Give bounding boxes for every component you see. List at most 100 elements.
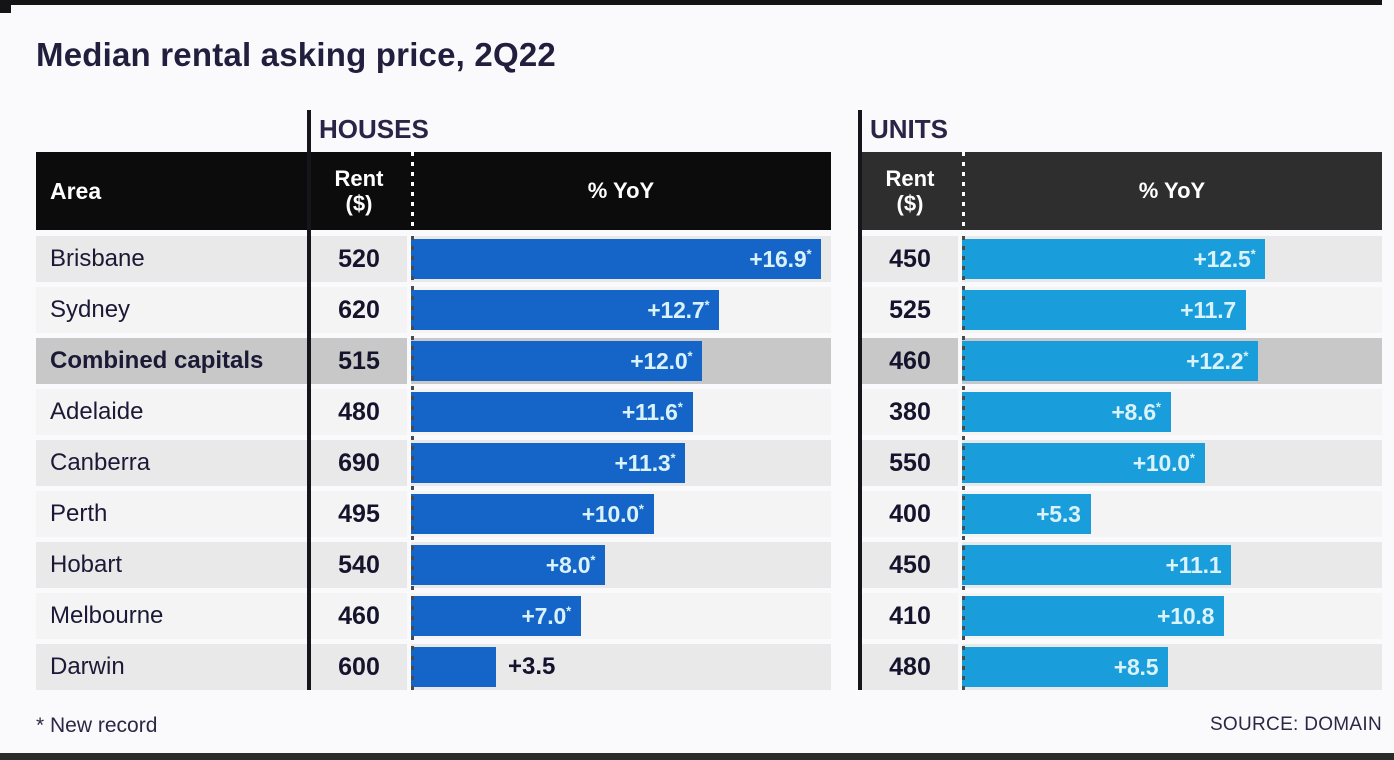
houses-rent-value: 620 [311,287,407,333]
table-row: Sydney 620 +12.7* 525 +11.7 [36,287,1382,333]
yoy-cell: +12.7* [411,287,831,333]
area-cell: Darwin [36,644,307,690]
yoy-bar: +11.1 [962,545,1232,585]
houses-rent-value: 515 [311,338,407,384]
units-rent-value: 480 [862,644,958,690]
bar-value-label: +8.0* [545,551,596,578]
yoy-bar: +12.5* [962,239,1266,279]
yoy-cell: +8.0* [411,542,831,588]
yoy-cell: +8.5 [962,644,1382,690]
bar-value-label: +12.7* [647,296,710,323]
table-header-row: Area Rent ($) % YoY Rent ($) % YoY [36,152,1382,230]
bar-value-label: +12.0* [630,347,693,374]
bar-value-label: +7.0* [521,602,571,629]
top-left-corner-mark [0,0,11,13]
yoy-cell: +12.5* [962,236,1382,282]
yoy-cell: +3.5 [411,644,831,690]
chart-title: Median rental asking price, 2Q22 [36,36,556,73]
area-cell: Hobart [36,542,307,588]
units-rent-value: 400 [862,491,958,537]
table-row: Perth 495 +10.0* 400 +5.3 [36,491,1382,537]
table-row: Hobart 540 +8.0* 450 +11.1 [36,542,1382,588]
area-cell: Perth [36,491,307,537]
area-cell: Brisbane [36,236,307,282]
bar-value-label: +8.5 [1113,653,1159,680]
yoy-cell: +10.0* [962,440,1382,486]
yoy-bar: +12.2* [962,341,1259,381]
top-edge-strip [0,0,1382,5]
new-record-footnote: * New record [36,714,158,737]
yoy-cell: +11.1 [962,542,1382,588]
houses-rent-value: 540 [311,542,407,588]
units-rent-value: 460 [862,338,958,384]
houses-rent-value: 690 [311,440,407,486]
houses-rent-value: 495 [311,491,407,537]
units-rent-value: 450 [862,542,958,588]
bar-value-label: +3.5 [507,653,556,680]
area-cell: Sydney [36,287,307,333]
yoy-bar: +12.7* [411,290,720,330]
bar-value-label: +11.7 [1180,296,1237,323]
units-rent-value: 550 [862,440,958,486]
section-gap [831,644,858,690]
houses-rent-value: 480 [311,389,407,435]
bar-value-label: +16.9* [749,245,812,272]
bar-value-label: +10.0* [581,500,644,527]
chart-footer: * New record SOURCE: DOMAIN [36,714,1382,738]
bar-value-label: +12.5* [1193,245,1256,272]
units-body-dotted-rule [962,236,965,690]
section-gap [831,338,858,384]
yoy-bar: +5.3 [962,494,1091,534]
yoy-bar: +8.5 [962,647,1169,687]
table-row: Brisbane 520 +16.9* 450 +12.5* [36,236,1382,282]
yoy-bar: +11.6* [411,392,693,432]
yoy-cell: +8.6* [962,389,1382,435]
yoy-bar: +10.8 [962,596,1225,636]
bar-value-label: +12.2* [1186,347,1249,374]
rental-table: HOUSES UNITS Area Rent ($) % YoY Rent ($… [36,110,1382,690]
yoy-bar: +10.0* [411,494,654,534]
houses-rent-value: 460 [311,593,407,639]
table-body: Brisbane 520 +16.9* 450 +12.5* Sydney 620 +12.7… [36,236,1382,690]
yoy-cell: +16.9* [411,236,831,282]
houses-rent-header: Rent ($) [311,152,407,230]
area-cell: Combined capitals [36,338,307,384]
units-rent-value: 450 [862,236,958,282]
bar-value-label: +10.0* [1132,449,1195,476]
area-column-header: Area [36,152,307,230]
yoy-bar: +16.9* [411,239,822,279]
section-gap [831,287,858,333]
table-row: Combined capitals 515 +12.0* 460 +12.2* [36,338,1382,384]
yoy-cell: +11.7 [962,287,1382,333]
units-rent-header: Rent ($) [862,152,958,230]
bar-value-label: +11.6* [621,398,683,425]
bottom-edge-strip [0,753,1394,760]
yoy-cell: +5.3 [962,491,1382,537]
yoy-cell: +11.3* [411,440,831,486]
area-cell: Melbourne [36,593,307,639]
yoy-bar [411,647,496,687]
section-gap [831,440,858,486]
yoy-cell: +12.0* [411,338,831,384]
houses-rent-value: 600 [311,644,407,690]
section-gap [831,593,858,639]
bar-value-label: +10.8 [1157,602,1215,629]
section-label-houses: HOUSES [319,114,429,144]
yoy-cell: +12.2* [962,338,1382,384]
section-label-units: UNITS [870,114,948,144]
table-row: Canberra 690 +11.3* 550 +10.0* [36,440,1382,486]
units-vertical-rule [858,110,862,690]
table-row: Adelaide 480 +11.6* 380 +8.6* [36,389,1382,435]
section-gap [831,491,858,537]
yoy-cell: +7.0* [411,593,831,639]
area-cell: Adelaide [36,389,307,435]
header-gap [831,152,858,230]
bar-value-label: +11.3* [614,449,676,476]
yoy-bar: +12.0* [411,341,703,381]
header-dots-units [958,152,962,230]
houses-yoy-header: % YoY [411,152,831,230]
section-gap [831,389,858,435]
yoy-bar: +7.0* [411,596,581,636]
houses-header-dotted-rule [411,152,414,230]
yoy-bar: +8.6* [962,392,1171,432]
